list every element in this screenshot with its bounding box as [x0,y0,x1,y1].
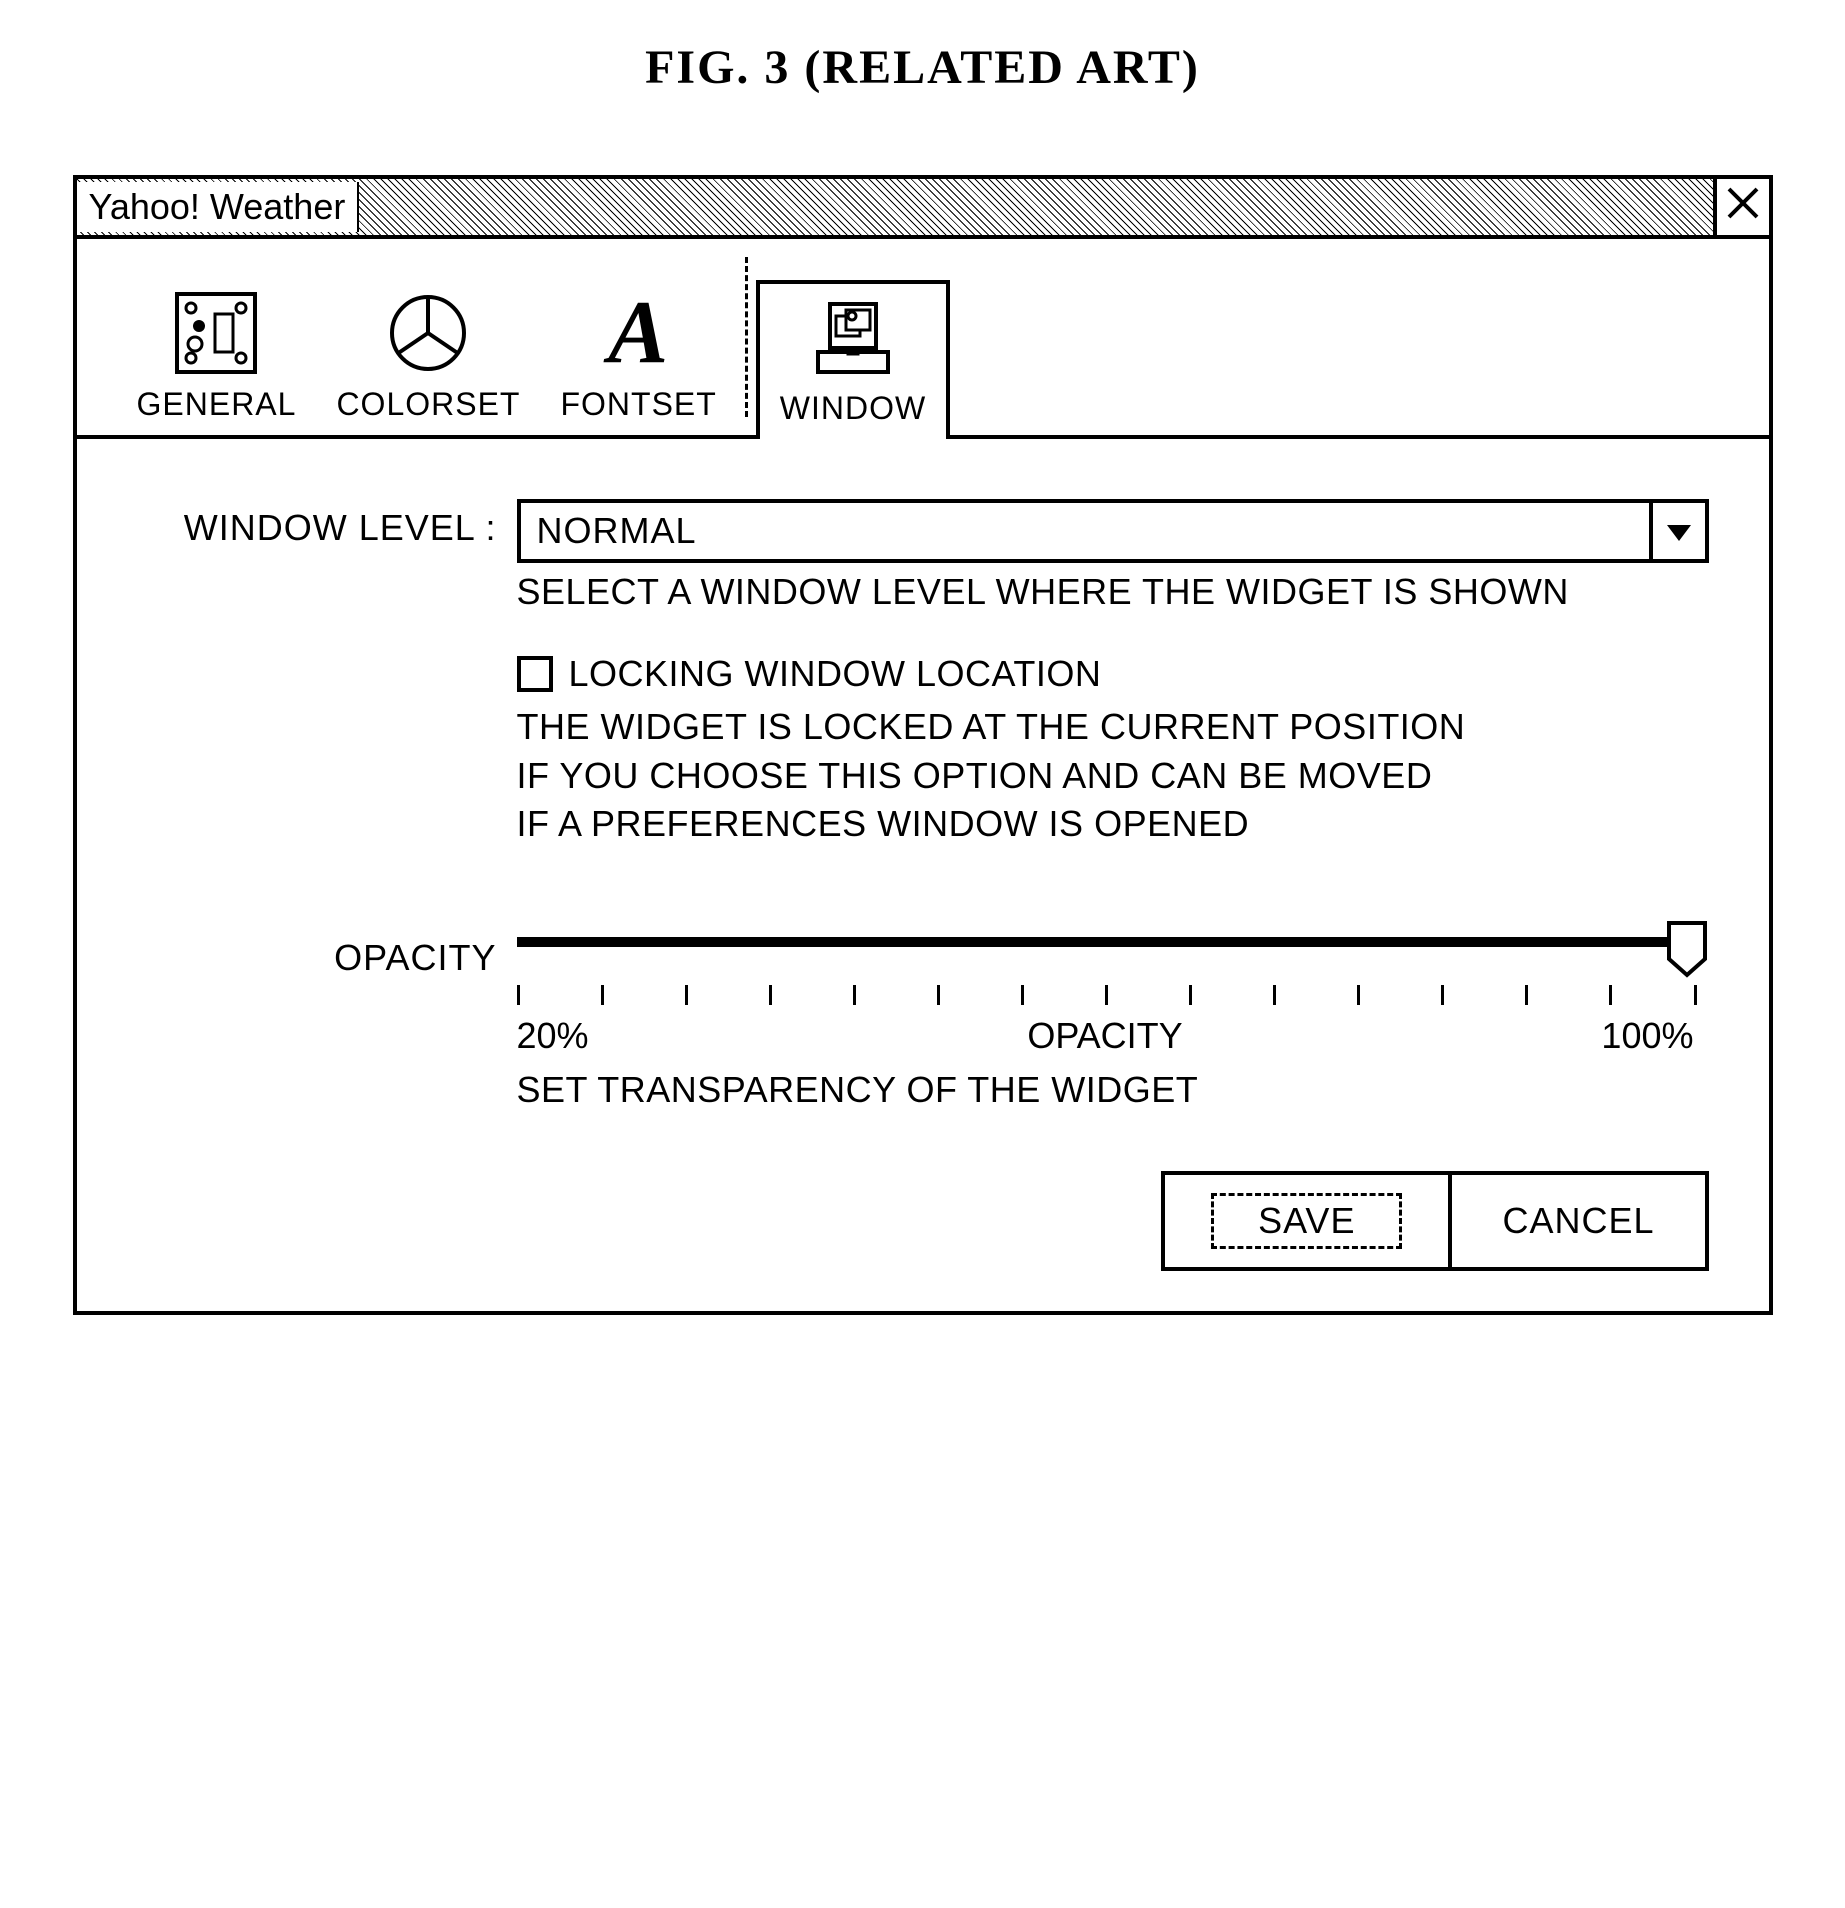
chevron-down-icon [1665,510,1693,552]
close-button[interactable] [1713,179,1769,235]
opacity-min-label: 20% [517,1015,589,1057]
opacity-slider[interactable] [517,929,1709,979]
lock-location-row: LOCKING WINDOW LOCATION [517,653,1709,695]
slider-tick [1525,985,1528,1005]
slider-ticks [517,985,1694,1015]
window-level-row: WINDOW LEVEL : NORMAL SELECT A WINDOW LE… [137,499,1709,849]
tab-general[interactable]: GENERAL [117,288,317,435]
tab-bar: GENERAL COLORSET A FONTSET [77,239,1769,439]
opacity-label: OPACITY [137,929,517,1111]
tab-panel-window: WINDOW LEVEL : NORMAL SELECT A WINDOW LE… [77,439,1769,1311]
tab-window-label: WINDOW [780,390,926,427]
slider-tick [853,985,856,1005]
general-icon [171,288,261,378]
figure-title: FIG. 3 (RELATED ART) [40,40,1805,95]
close-icon [1725,185,1761,229]
slider-tick [601,985,604,1005]
opacity-center-label: OPACITY [1027,1015,1182,1057]
lock-desc-line2: IF YOU CHOOSE THIS OPTION AND CAN BE MOV… [517,752,1709,801]
slider-tick [1189,985,1192,1005]
opacity-hint: SET TRANSPARENCY OF THE WIDGET [517,1069,1709,1111]
slider-tick [1273,985,1276,1005]
slider-tick [1441,985,1444,1005]
slider-tick [685,985,688,1005]
fontset-icon: A [608,288,669,378]
window-icon [808,292,898,382]
save-button-inner: SAVE [1211,1193,1402,1249]
cancel-button[interactable]: CANCEL [1452,1175,1704,1267]
slider-tick [1357,985,1360,1005]
slider-tick-labels: 20% OPACITY 100% [517,1015,1694,1059]
colorset-icon [383,288,473,378]
slider-tick [937,985,940,1005]
window-level-label: WINDOW LEVEL : [137,499,517,849]
window-level-dropdown[interactable]: NORMAL [517,499,1709,563]
dropdown-button[interactable] [1649,503,1705,559]
tab-general-label: GENERAL [137,386,297,423]
lock-location-checkbox[interactable] [517,656,553,692]
slider-tick [769,985,772,1005]
tab-colorset[interactable]: COLORSET [316,288,540,435]
lock-desc-line3: IF A PREFERENCES WINDOW IS OPENED [517,800,1709,849]
window-level-hint: SELECT A WINDOW LEVEL WHERE THE WIDGET I… [517,571,1709,613]
opacity-row: OPACITY 20% OPACITY 100% SET TRANSPA [137,929,1709,1111]
window-level-value: NORMAL [521,510,1649,552]
slider-tick [1105,985,1108,1005]
opacity-max-label: 100% [1601,1015,1693,1057]
button-group: SAVE CANCEL [1161,1171,1708,1271]
tab-fontset[interactable]: A FONTSET [540,288,736,435]
slider-track-bar [517,937,1679,947]
lock-desc-line1: THE WIDGET IS LOCKED AT THE CURRENT POSI… [517,703,1709,752]
dialog-buttons: SAVE CANCEL [137,1171,1709,1271]
slider-thumb[interactable] [1665,919,1709,988]
tab-window[interactable]: WINDOW [756,280,950,439]
window-title: Yahoo! Weather [77,182,360,232]
slider-tick [1021,985,1024,1005]
slider-tick [517,985,520,1005]
tab-separator [745,257,748,417]
slider-tick [1694,985,1697,1005]
tab-colorset-label: COLORSET [336,386,520,423]
titlebar[interactable]: Yahoo! Weather [77,179,1769,239]
lock-location-label: LOCKING WINDOW LOCATION [569,653,1102,695]
tab-fontset-label: FONTSET [560,386,716,423]
slider-tick [1609,985,1612,1005]
lock-location-description: THE WIDGET IS LOCKED AT THE CURRENT POSI… [517,703,1709,849]
dialog-window: Yahoo! Weather GENERAL [73,175,1773,1315]
save-button[interactable]: SAVE [1165,1175,1448,1267]
